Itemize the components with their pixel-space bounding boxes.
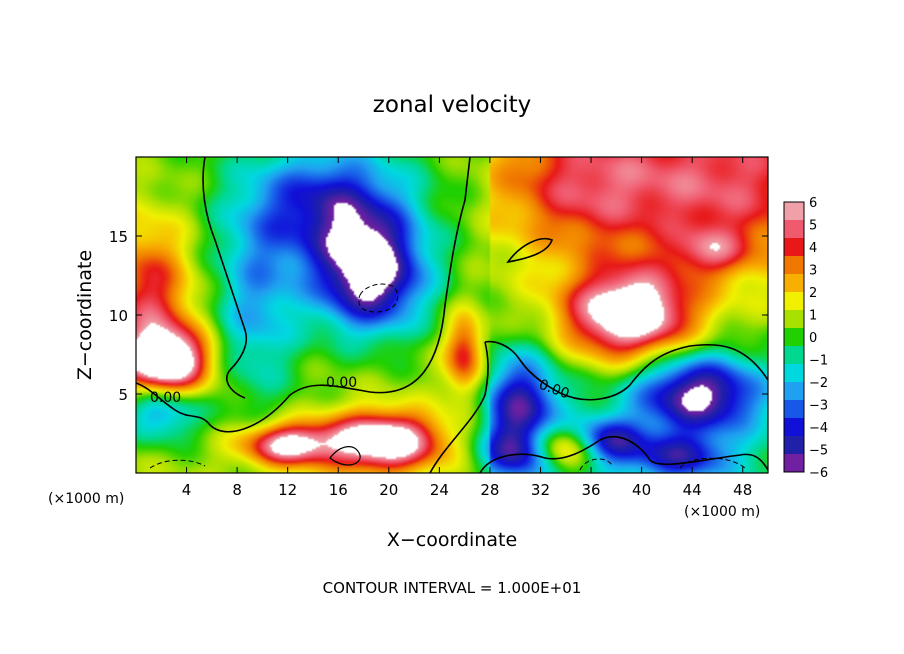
colorbar-swatch (784, 400, 804, 419)
colorbar-label: 3 (809, 264, 817, 279)
x-tick-label: 40 (632, 481, 651, 499)
colorbar-label: −2 (809, 376, 828, 391)
zero-contour-line (484, 340, 769, 401)
colorbar-swatch (784, 382, 804, 401)
colorbar-label: 5 (809, 219, 817, 234)
colorbar-frame (783, 201, 805, 473)
contour-label: 0.00 (326, 375, 357, 391)
x-origin-unit: (×1000 m) (48, 491, 124, 507)
negative-contour-dashed (679, 457, 746, 469)
chart-title: zonal velocity (373, 92, 531, 118)
x-tick-label: 20 (379, 481, 398, 499)
colorbar-label: 0 (809, 331, 817, 346)
colorbar-label: 4 (809, 241, 817, 256)
colorbar-swatch (784, 238, 804, 257)
contour-interval-note: CONTOUR INTERVAL = 1.000E+01 (323, 579, 582, 597)
zero-contours: 0.00 0.00 0.00 (135, 156, 769, 474)
colorbar-swatch (784, 292, 804, 311)
x-tick-label: 28 (480, 481, 499, 499)
colorbar-swatch (784, 364, 804, 383)
colorbar-label: 2 (809, 286, 817, 301)
x-axis: 4 8 12 16 20 24 28 32 36 40 44 48 (182, 157, 752, 499)
z-axis-label: Z−coordinate (74, 250, 96, 380)
colorbar-swatch (784, 256, 804, 275)
contour-label: 0.00 (150, 390, 181, 406)
colorbar-swatch (784, 202, 804, 221)
x-tick-label: 48 (733, 481, 752, 499)
colorbar-swatch (784, 274, 804, 293)
colorbar-label: −6 (809, 466, 828, 481)
colorbar-swatch (784, 418, 804, 437)
colorbar-swatch (784, 454, 804, 473)
zero-contour-line (329, 446, 361, 466)
colorbar: 6 5 4 3 2 1 0 −1 −2 −3 −4 −5 −6 (783, 196, 828, 481)
z-tick-label: 10 (109, 307, 128, 325)
x-axis-label: X−coordinate (387, 529, 517, 551)
z-axis: 5 10 15 (109, 228, 768, 404)
colorbar-label: −3 (809, 399, 828, 414)
x-tick-label: 4 (182, 481, 192, 499)
colorbar-swatch (784, 328, 804, 347)
x-tick-label: 44 (683, 481, 702, 499)
colorbar-swatch (784, 220, 804, 239)
colorbar-swatch (784, 436, 804, 455)
colorbar-label: 1 (809, 309, 817, 324)
colorbar-swatch (784, 310, 804, 329)
x-tick-label: 24 (430, 481, 449, 499)
negative-contour-dashed (149, 459, 206, 469)
x-tick-label: 8 (232, 481, 242, 499)
x-tick-label: 16 (329, 481, 348, 499)
zero-contour-line (135, 156, 471, 433)
zero-contour-line (479, 435, 769, 474)
colorbar-swatch (784, 346, 804, 365)
zero-contour-line (429, 341, 489, 474)
x-tick-label: 32 (531, 481, 550, 499)
zero-contour-line (202, 156, 248, 399)
x-tick-label: 36 (581, 481, 600, 499)
x-axis-unit: (×1000 m) (684, 504, 760, 520)
colorbar-label: 6 (809, 196, 817, 211)
plot-area (136, 157, 768, 473)
velocity-heatmap (136, 157, 768, 473)
colorbar-label: −1 (809, 354, 828, 369)
negative-contour-dashed (358, 283, 399, 313)
colorbar-label: −4 (809, 421, 828, 436)
zero-contour-line (506, 238, 553, 264)
x-tick-label: 12 (278, 481, 297, 499)
negative-contour-dashed (579, 458, 613, 471)
z-tick-label: 15 (109, 228, 128, 246)
colorbar-label: −5 (809, 444, 828, 459)
z-tick-label: 5 (118, 386, 128, 404)
